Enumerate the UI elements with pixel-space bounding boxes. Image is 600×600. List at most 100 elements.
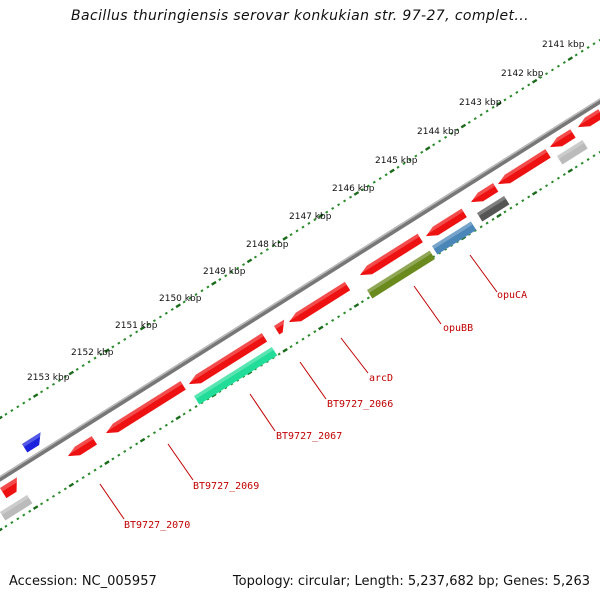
tick-mark <box>479 225 483 229</box>
tick-label: 2148 kbp <box>246 240 289 250</box>
tick-mark <box>63 375 67 379</box>
tick-mark <box>117 453 121 457</box>
tick-mark <box>170 419 174 423</box>
tick-mark <box>135 330 139 334</box>
tick-mark <box>139 437 146 443</box>
tick-mark <box>378 176 382 180</box>
tick-mark <box>224 274 228 278</box>
tick-mark <box>337 315 341 319</box>
tick-mark <box>164 311 168 315</box>
tick-mark <box>16 517 20 521</box>
gene-feature-body <box>0 494 33 521</box>
tick-mark <box>295 229 299 233</box>
tick-mark <box>389 168 395 174</box>
tick-mark <box>509 206 513 210</box>
map-title: Bacillus thuringiensis serovar konkukian… <box>71 8 529 24</box>
tick-mark <box>485 221 489 225</box>
gene-feature <box>367 250 435 299</box>
tick-mark <box>496 213 502 218</box>
tick-mark <box>170 307 174 311</box>
tick-label: 2146 kbp <box>332 184 375 194</box>
tick-mark <box>348 307 353 311</box>
gene-feature-shade <box>471 183 495 200</box>
gene-label: opuBB <box>443 323 473 334</box>
tick-mark <box>271 244 275 248</box>
tick-mark <box>485 109 489 113</box>
tick-mark <box>527 195 531 199</box>
tick-mark <box>586 45 590 49</box>
tick-mark <box>301 337 305 341</box>
tick-mark <box>99 464 103 468</box>
tick-label: 2153 kbp <box>27 373 70 383</box>
label-leader <box>167 443 194 481</box>
gene-feature-body <box>289 281 351 323</box>
gene-label: BT9727_2066 <box>327 399 393 410</box>
gene-feature <box>578 109 600 128</box>
tick-mark <box>331 206 335 210</box>
tick-mark <box>175 303 181 309</box>
tick-mark <box>424 146 431 151</box>
gene-feature <box>477 195 510 222</box>
tick-mark <box>491 217 495 221</box>
tick-mark <box>194 405 198 408</box>
gene-feature <box>22 432 43 453</box>
gene-feature-body <box>68 436 98 457</box>
tick-mark <box>467 232 471 236</box>
gene-feature-shade <box>189 333 264 382</box>
tick-mark <box>307 333 311 337</box>
tick-mark <box>87 472 91 476</box>
tick-mark <box>68 482 75 488</box>
tick-mark <box>539 187 543 191</box>
tick-mark <box>360 188 364 192</box>
tick-mark <box>22 401 26 405</box>
tick-mark <box>586 157 590 161</box>
tick-mark <box>28 397 32 401</box>
tick-mark <box>265 248 269 252</box>
tick-mark <box>230 270 234 274</box>
tick-mark <box>331 318 335 322</box>
gene-label: BT9727_2067 <box>276 431 342 442</box>
tick-mark <box>396 165 400 169</box>
tick-mark <box>460 235 467 241</box>
tick-mark <box>531 190 538 196</box>
tick-mark <box>325 210 329 214</box>
tick-mark <box>75 367 79 371</box>
tick-label: 2144 kbp <box>417 127 460 137</box>
tick-mark <box>206 285 210 289</box>
tick-mark <box>580 49 584 53</box>
gene-feature-shade <box>550 129 573 145</box>
tick-mark <box>16 405 20 409</box>
gene-feature <box>498 149 551 185</box>
tick-mark <box>282 236 288 241</box>
label-leader <box>299 361 327 400</box>
gene-feature-shade <box>0 494 29 515</box>
tick-label: 2145 kbp <box>375 156 418 166</box>
tick-mark <box>32 393 39 398</box>
gene-feature-body <box>557 140 588 165</box>
tick-mark <box>111 345 115 349</box>
tick-mark <box>337 203 341 207</box>
tick-mark <box>592 42 596 46</box>
gene-feature <box>0 494 33 521</box>
tick-mark <box>182 412 186 416</box>
tick-mark <box>40 502 44 506</box>
tick-mark <box>164 423 168 427</box>
tick-mark <box>146 434 151 438</box>
tick-mark <box>99 352 103 356</box>
tick-mark <box>175 415 181 421</box>
tick-labels: 2141 kbp 2142 kbp 2143 kbp 2144 kbp 2145 kbp… <box>27 40 585 383</box>
tick-mark <box>366 296 370 300</box>
tick-mark <box>135 442 139 446</box>
tick-mark <box>360 300 364 304</box>
gene-labels: opuCA opuBB arcD BT9727_2066 BT9727_2067 BT97… <box>124 290 527 531</box>
label-leader <box>249 393 276 432</box>
tick-mark <box>455 240 459 244</box>
gene-feature-body <box>550 129 576 148</box>
tick-mark <box>414 154 418 158</box>
gene-feature <box>106 381 186 434</box>
tick-mark <box>313 218 317 222</box>
tick-label: 2142 kbp <box>501 69 544 79</box>
tick-mark <box>496 101 502 106</box>
tick-label: 2147 kbp <box>289 212 332 222</box>
tick-mark <box>479 113 483 117</box>
